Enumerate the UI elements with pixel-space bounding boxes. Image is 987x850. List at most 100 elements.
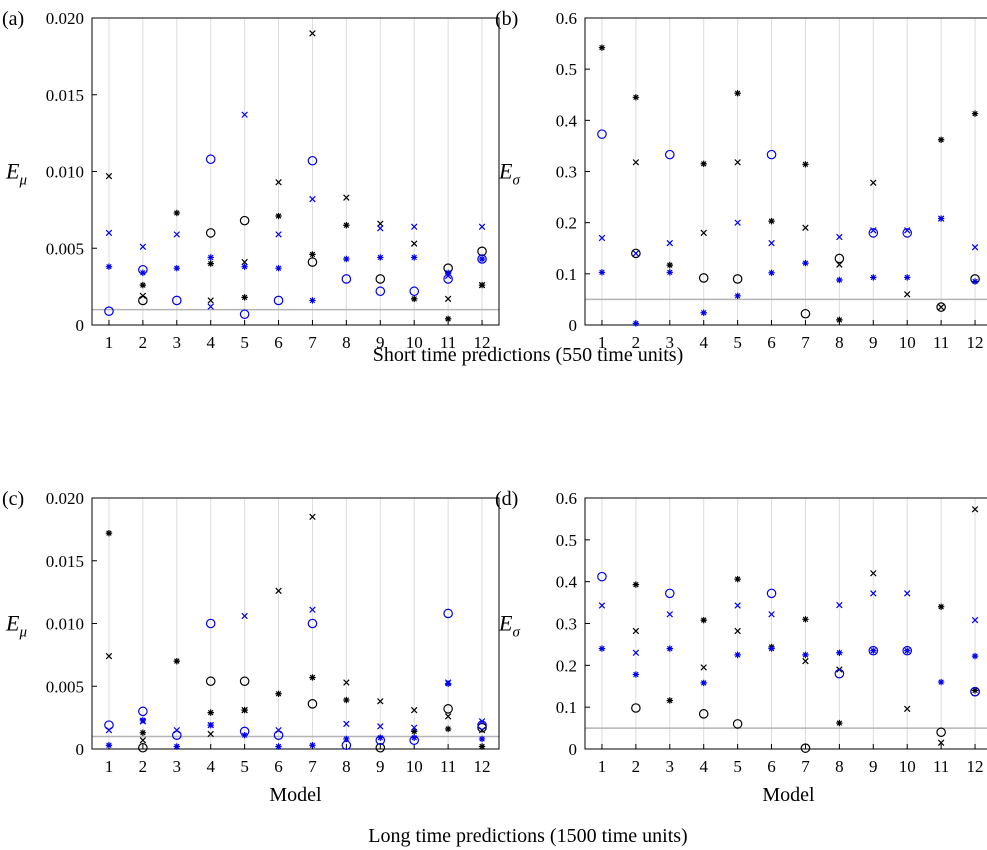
data-point-black-asterisk xyxy=(275,690,282,697)
data-point-blue-x xyxy=(275,726,282,734)
data-point-black-asterisk xyxy=(207,709,214,716)
data-point-black-asterisk xyxy=(632,581,640,588)
data-point-black-asterisk xyxy=(411,728,418,735)
data-point-blue-circle xyxy=(307,618,318,629)
data-point-black-asterisk xyxy=(173,209,180,217)
data-point-blue-asterisk xyxy=(411,254,418,261)
panel-label: (d) xyxy=(495,488,518,510)
data-point-black-circle xyxy=(732,719,743,729)
data-point-black-asterisk xyxy=(971,110,979,117)
y-tick-label: 0.015 xyxy=(46,552,84,571)
data-point-black-x xyxy=(275,179,282,186)
data-point-black-x xyxy=(870,179,877,186)
data-point-blue-x xyxy=(903,227,911,234)
y-tick-label: 0.6 xyxy=(556,9,577,28)
data-point-black-circle xyxy=(477,246,487,257)
data-point-black-x xyxy=(343,194,350,201)
x-tick-label: 1 xyxy=(105,333,114,352)
data-point-blue-asterisk xyxy=(937,215,945,222)
data-point-blue-x xyxy=(173,231,181,238)
data-point-black-asterisk xyxy=(768,217,775,225)
data-point-blue-circle xyxy=(664,149,675,160)
data-point-blue-circle xyxy=(171,295,182,306)
x-tick-label: 10 xyxy=(899,333,916,352)
data-point-blue-x xyxy=(598,234,606,242)
y-tick-label: 0.1 xyxy=(556,265,577,284)
data-point-black-circle xyxy=(443,704,453,714)
data-point-black-asterisk xyxy=(444,315,452,323)
x-tick-label: 10 xyxy=(899,757,916,776)
data-point-blue-x xyxy=(343,720,350,728)
data-point-blue-asterisk xyxy=(904,647,911,654)
data-point-black-asterisk xyxy=(343,222,350,229)
data-point-black-asterisk xyxy=(700,616,707,624)
data-point-black-x xyxy=(105,652,113,660)
data-point-black-circle xyxy=(936,302,946,312)
x-tick-label: 8 xyxy=(342,333,351,352)
data-point-blue-circle xyxy=(597,129,607,139)
data-point-black-circle xyxy=(800,308,811,319)
y-tick-label: 0.010 xyxy=(46,615,84,634)
data-point-blue-circle xyxy=(970,686,980,697)
x-tick-label: 5 xyxy=(240,757,249,776)
data-point-black-x xyxy=(802,224,809,232)
data-point-blue-asterisk xyxy=(377,254,384,261)
data-point-blue-x xyxy=(836,233,843,241)
data-point-blue-x xyxy=(139,243,147,250)
data-point-blue-asterisk xyxy=(802,259,809,267)
data-point-blue-x xyxy=(870,227,877,234)
plot-frame xyxy=(584,497,987,750)
data-point-blue-asterisk xyxy=(241,263,248,270)
data-point-blue-asterisk xyxy=(632,671,640,678)
data-point-blue-circle xyxy=(868,645,879,656)
y-tick-label: 0.6 xyxy=(556,489,577,508)
data-point-black-circle xyxy=(631,703,641,713)
data-point-blue-asterisk xyxy=(207,254,214,261)
data-point-blue-asterisk xyxy=(309,297,316,304)
data-point-black-circle xyxy=(205,228,216,238)
x-tick-label: 2 xyxy=(632,757,641,776)
x-tick-label: 1 xyxy=(598,757,607,776)
x-axis-label: Model xyxy=(762,784,815,806)
data-point-black-x xyxy=(971,506,979,513)
data-point-blue-circle xyxy=(868,228,879,238)
y-tick-label: 0 xyxy=(76,740,85,759)
y-tick-label: 0.4 xyxy=(556,573,578,592)
x-tick-label: 7 xyxy=(801,333,810,352)
data-point-black-asterisk xyxy=(139,729,147,736)
data-point-blue-x xyxy=(207,303,214,310)
data-point-black-asterisk xyxy=(343,696,350,704)
data-point-blue-x xyxy=(377,225,384,232)
data-point-black-x xyxy=(937,303,945,311)
data-point-blue-asterisk xyxy=(105,742,113,749)
data-point-blue-x xyxy=(377,723,384,730)
data-point-blue-x xyxy=(632,250,640,257)
data-point-black-circle xyxy=(698,709,709,719)
data-point-black-asterisk xyxy=(666,261,673,269)
x-tick-label: 9 xyxy=(376,333,385,352)
y-tick-label: 0 xyxy=(569,740,578,759)
data-point-black-circle xyxy=(375,274,386,284)
data-point-blue-x xyxy=(598,602,606,609)
y-tick-label: 0.2 xyxy=(556,656,577,675)
data-point-black-x xyxy=(139,736,147,744)
plot-frame xyxy=(584,17,987,326)
plot-frame xyxy=(91,497,500,750)
x-tick-label: 9 xyxy=(376,757,385,776)
data-point-blue-circle xyxy=(597,571,607,582)
data-point-black-asterisk xyxy=(836,719,843,727)
data-point-blue-asterisk xyxy=(598,645,606,652)
data-point-blue-asterisk xyxy=(275,743,282,750)
data-point-blue-circle xyxy=(138,706,148,717)
data-point-black-x xyxy=(870,570,877,577)
data-point-black-x xyxy=(377,698,384,705)
data-point-blue-asterisk xyxy=(377,734,384,741)
data-point-blue-x xyxy=(870,590,877,597)
data-point-black-asterisk xyxy=(802,161,809,168)
x-tick-label: 12 xyxy=(474,757,491,776)
data-point-black-asterisk xyxy=(478,743,486,750)
data-point-black-asterisk xyxy=(734,575,741,583)
x-tick-label: 8 xyxy=(835,333,844,352)
